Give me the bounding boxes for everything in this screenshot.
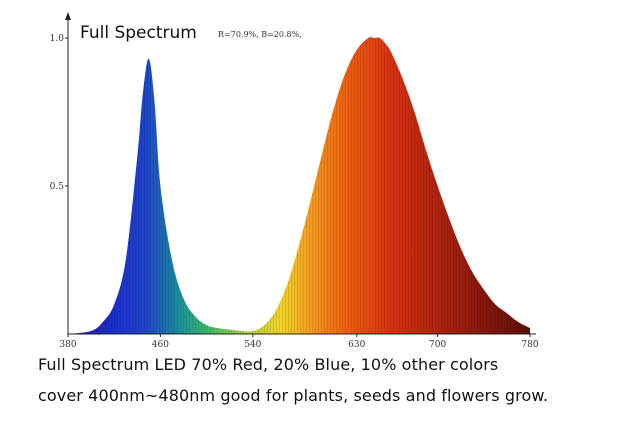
spectrum-chart: 380 460 540 630 700 780 0.5 1.0 Full Spectrum R… xyxy=(50,12,539,350)
plot-area xyxy=(68,37,530,335)
y-axis-arrow-icon xyxy=(65,12,71,20)
chart-title: Full Spectrum xyxy=(80,23,197,43)
tick-labels: 380 460 540 630 700 780 0.5 1.0 xyxy=(50,34,539,350)
y-tick-label: 1.0 xyxy=(50,34,65,44)
x-tick-label: 540 xyxy=(244,340,261,350)
x-tick-label: 780 xyxy=(521,340,538,350)
y-tick-label: 0.5 xyxy=(50,182,65,192)
x-tick-label: 630 xyxy=(348,340,365,350)
caption-line-2: cover 400nm~480nm good for plants, seeds… xyxy=(38,386,549,405)
x-tick-label: 700 xyxy=(429,340,446,350)
x-tick-label: 380 xyxy=(59,340,76,350)
spectrum-stripes xyxy=(68,37,530,335)
axes xyxy=(65,12,536,335)
x-tick-label: 460 xyxy=(152,340,169,350)
caption-line-1: Full Spectrum LED 70% Red, 20% Blue, 10%… xyxy=(38,355,499,374)
chart-annotation: R=70.9%, B=20.8%, xyxy=(218,30,302,39)
